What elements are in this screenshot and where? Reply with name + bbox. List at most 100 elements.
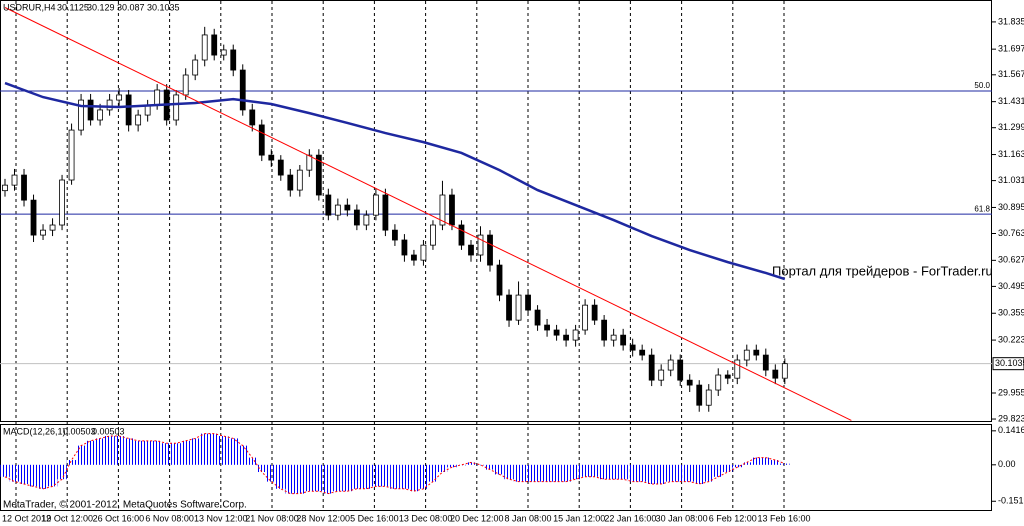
y-tick-label: 30.8950 bbox=[998, 202, 1024, 212]
macd-bar bbox=[570, 464, 581, 480]
macd-bar bbox=[257, 464, 267, 473]
candle-body bbox=[68, 129, 75, 181]
candle-body bbox=[667, 359, 674, 371]
candle-body bbox=[544, 324, 550, 331]
candle-body bbox=[715, 374, 722, 391]
main-plot: 50.0 61.8 bbox=[0, 7, 992, 421]
candle-body bbox=[753, 349, 760, 356]
macd-bar bbox=[266, 464, 277, 482]
macd-bar bbox=[76, 445, 86, 465]
macd-bar bbox=[95, 438, 105, 465]
x-tick-label: 30 Jan 08:00 bbox=[656, 513, 708, 523]
macd-bar bbox=[114, 436, 124, 465]
macd-bar bbox=[627, 464, 638, 482]
macd-bar bbox=[466, 462, 476, 465]
macd-bar bbox=[85, 440, 96, 465]
copyright: MetaTrader, © 2001-2012, MetaQuotes Soft… bbox=[3, 500, 247, 511]
candle-body bbox=[49, 224, 56, 231]
macd-title: MACD(12,26,1) bbox=[3, 426, 66, 436]
candle-body bbox=[211, 34, 218, 56]
macd-bar bbox=[199, 433, 210, 465]
candle-body bbox=[116, 94, 123, 101]
macd-bar bbox=[57, 464, 67, 480]
macd-bar bbox=[523, 464, 533, 482]
candle-body bbox=[734, 359, 741, 379]
y-tick-label: 29.9550 bbox=[998, 387, 1024, 397]
last-price-label: 30.1035 bbox=[995, 358, 1024, 368]
candle-body bbox=[658, 369, 665, 381]
macd-bar bbox=[171, 443, 181, 465]
macd-bar bbox=[361, 464, 372, 489]
candle-body bbox=[696, 384, 703, 406]
y-tick-label: 31.1630 bbox=[998, 149, 1024, 159]
candle-body bbox=[2, 184, 8, 192]
macd-bar bbox=[133, 440, 143, 465]
macd-bar bbox=[761, 457, 771, 465]
macd-bar bbox=[380, 464, 391, 487]
x-tick-label: 13 Dec 08:00 bbox=[399, 513, 453, 523]
candle-body bbox=[201, 34, 208, 61]
candle-body bbox=[677, 359, 684, 381]
candle-body bbox=[296, 169, 303, 191]
macd-bar bbox=[742, 462, 752, 465]
candle-body bbox=[258, 124, 265, 156]
candle-body bbox=[249, 109, 256, 126]
candle-body bbox=[334, 204, 341, 216]
candle-body bbox=[363, 214, 370, 226]
macd-bar bbox=[456, 464, 467, 466]
y-tick-label: 31.4310 bbox=[998, 96, 1024, 106]
x-tick-label: 28 Nov 12:00 bbox=[296, 513, 350, 523]
macd-bar bbox=[418, 464, 429, 489]
x-tick-label: 8 Jan 08:00 bbox=[504, 513, 551, 523]
candle-body bbox=[582, 304, 589, 331]
candle-body bbox=[11, 174, 18, 186]
macd-bar bbox=[238, 445, 248, 465]
x-tick-label: 12 Oct 2012 bbox=[2, 513, 51, 523]
candle-body bbox=[154, 89, 161, 106]
candle-body bbox=[277, 159, 284, 176]
candle-body bbox=[705, 389, 712, 406]
last-price-box bbox=[992, 357, 1024, 371]
candle-body bbox=[601, 319, 608, 341]
macd-bar bbox=[589, 464, 600, 477]
macd-bar bbox=[190, 438, 200, 465]
macd-bar bbox=[142, 440, 153, 465]
candle-body bbox=[97, 109, 103, 121]
macd-bar bbox=[371, 464, 381, 487]
y-tick-label: 30.2230 bbox=[998, 334, 1024, 344]
macd-bar bbox=[675, 464, 685, 482]
main-frame bbox=[0, 0, 992, 422]
macd-bar bbox=[561, 464, 571, 482]
macd-bar bbox=[123, 438, 134, 465]
candle-body bbox=[743, 349, 750, 361]
macd-bar bbox=[703, 464, 714, 482]
macd-bar bbox=[618, 464, 628, 480]
candle-body bbox=[724, 374, 731, 379]
macd-bar bbox=[161, 443, 172, 465]
candle-body bbox=[173, 94, 180, 121]
candle-body bbox=[411, 254, 417, 261]
macd-bar bbox=[513, 464, 524, 482]
candle-body bbox=[686, 379, 693, 386]
macd-bar bbox=[770, 460, 781, 465]
macd-bar bbox=[409, 464, 419, 492]
y-tick-label: 31.5670 bbox=[998, 69, 1024, 79]
candle-body bbox=[496, 264, 503, 296]
macd-bar bbox=[751, 457, 762, 465]
candle-body bbox=[553, 329, 560, 336]
macd-title-value: 0.00503 bbox=[92, 426, 125, 436]
x-tick-label: 6 Feb 12:00 bbox=[709, 513, 757, 523]
macd-bar bbox=[333, 464, 343, 492]
title-value: 30.129 bbox=[87, 2, 115, 12]
candle-body bbox=[591, 304, 598, 321]
macd-bar bbox=[180, 440, 191, 465]
candle-body bbox=[506, 294, 512, 321]
candle-body bbox=[572, 329, 579, 341]
line bbox=[4, 81, 786, 281]
macd-bar bbox=[599, 464, 609, 480]
candle-body bbox=[477, 234, 484, 256]
level-label: 50.0 bbox=[974, 81, 990, 90]
candle-body bbox=[59, 179, 65, 226]
